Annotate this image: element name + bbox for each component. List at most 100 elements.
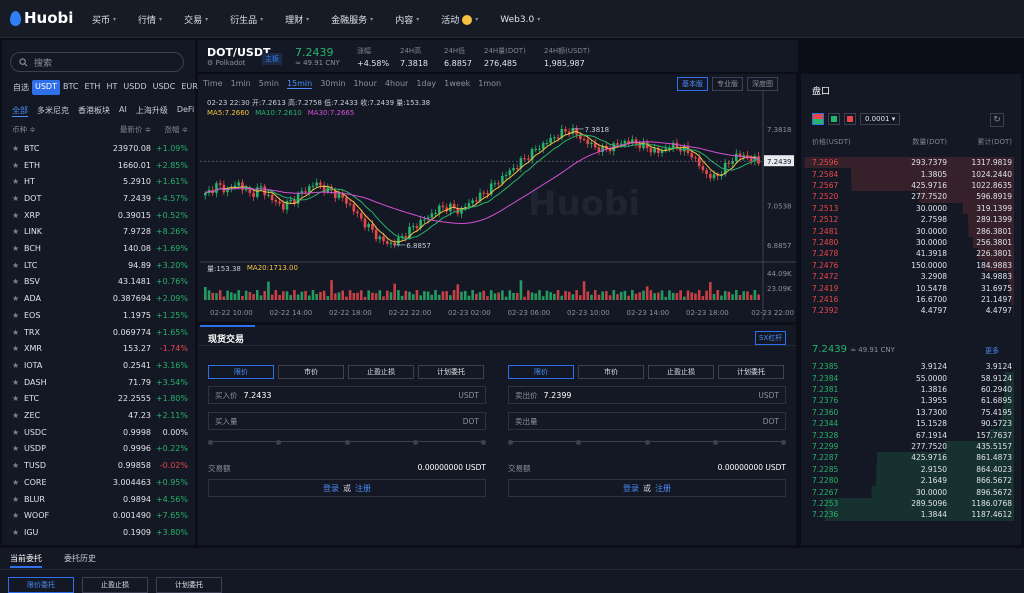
orders-filter-button[interactable]: 计划委托 — [156, 577, 222, 593]
book-row[interactable]: 7.2416 16.6700 21.1497 — [804, 293, 1014, 306]
slider-stop[interactable] — [344, 439, 350, 445]
market-row[interactable]: ★ DASH 71.79 +3.54% — [12, 374, 188, 391]
quote-tab[interactable]: 自选 — [13, 83, 29, 92]
sx-leverage-button[interactable]: SX杠杆 — [755, 331, 787, 345]
slider-stop[interactable] — [412, 439, 418, 445]
logo[interactable]: Huobi — [10, 9, 73, 27]
orders-tab[interactable]: 委托历史 — [64, 554, 96, 563]
register-link[interactable]: 注册 — [655, 483, 671, 493]
slider-stop[interactable] — [208, 439, 213, 445]
star-icon[interactable]: ★ — [12, 344, 20, 354]
slider-stop[interactable] — [481, 439, 486, 445]
market-row[interactable]: ★ BCH 140.08 +1.69% — [12, 240, 188, 257]
book-row[interactable]: 7.2584 1.3805 1024.2440 — [804, 168, 1014, 180]
book-row[interactable]: 7.2480 30.0000 256.3801 — [804, 236, 1014, 249]
interval-tab[interactable]: 1min — [230, 79, 251, 88]
book-row[interactable]: 7.2236 1.3844 1187.4612 — [804, 509, 1014, 521]
book-row[interactable]: 7.2596 293.7379 1317.9819 — [804, 157, 1014, 169]
book-row[interactable]: 7.2285 2.9150 864.4023 — [804, 463, 1014, 475]
market-row[interactable]: ★ ETC 22.2555 +1.80% — [12, 391, 188, 408]
star-icon[interactable]: ★ — [12, 444, 20, 454]
quote-tab[interactable]: HT — [106, 82, 118, 91]
book-row[interactable]: 7.2328 67.1914 157.7637 — [804, 429, 1014, 441]
login-link[interactable]: 登录 — [623, 483, 639, 493]
sell-slider[interactable] — [508, 439, 786, 445]
market-row[interactable]: ★ XRP 0.39015 +0.52% — [12, 207, 188, 224]
sector-tab[interactable]: 全部 — [12, 106, 28, 117]
register-link[interactable]: 注册 — [355, 483, 371, 493]
book-row[interactable]: 7.2299 277.7520 435.5157 — [804, 440, 1014, 453]
nav-item-1[interactable]: 行情 ▾ — [138, 13, 162, 26]
interval-tab[interactable]: 4hour — [384, 79, 409, 88]
nav-item-2[interactable]: 交易 ▾ — [184, 13, 208, 26]
book-row[interactable]: 7.2376 1.3955 61.6895 — [804, 395, 1014, 407]
sector-tab[interactable]: 多米尼克 — [37, 106, 69, 115]
buy-slider[interactable] — [208, 439, 486, 445]
book-row[interactable]: 7.2280 2.1649 866.5672 — [804, 475, 1014, 487]
market-row[interactable]: ★ CORE 3.004463 +0.95% — [12, 474, 188, 491]
order-type-tab[interactable]: 市价 — [278, 365, 344, 379]
buy-price-field[interactable]: 买入价 7.2433 USDT — [208, 386, 486, 404]
nav-item-0[interactable]: 买币 ▾ — [92, 13, 116, 26]
market-row[interactable]: ★ BSV 43.1481 +0.76% — [12, 274, 188, 291]
quote-tab[interactable]: USDT — [32, 80, 60, 95]
book-row[interactable]: 7.2381 1.3816 60.2940 — [804, 383, 1014, 396]
slider-stop[interactable] — [576, 439, 582, 445]
nav-item-7[interactable]: 活动 ▾ — [441, 13, 478, 26]
star-icon[interactable]: ★ — [12, 143, 20, 153]
market-row[interactable]: ★ TUSD 0.99858 -0.02% — [12, 457, 188, 474]
orders-filter-button[interactable]: 限价委托 — [8, 577, 74, 593]
order-type-tab[interactable]: 止盈止损 — [648, 365, 714, 379]
view-button[interactable]: 基本版 — [677, 77, 708, 91]
sector-tab[interactable]: 香港板块 — [78, 106, 110, 115]
order-type-tab[interactable]: 市价 — [578, 365, 644, 379]
star-icon[interactable]: ★ — [12, 411, 20, 421]
slider-stop[interactable] — [712, 439, 718, 445]
star-icon[interactable]: ★ — [12, 511, 20, 521]
market-row[interactable]: ★ BTC 23970.08 +1.09% — [12, 140, 188, 157]
star-icon[interactable]: ★ — [12, 244, 20, 254]
star-icon[interactable]: ★ — [12, 494, 20, 504]
order-type-tab[interactable]: 止盈止损 — [348, 365, 414, 379]
market-row[interactable]: ★ USDC 0.9998 0.00% — [12, 424, 188, 441]
star-icon[interactable]: ★ — [12, 360, 20, 370]
nav-item-3[interactable]: 衍生品 ▾ — [230, 13, 263, 26]
trade-title[interactable]: 现货交易 — [208, 335, 245, 345]
market-row[interactable]: ★ ZEC 47.23 +2.11% — [12, 407, 188, 424]
interval-tab[interactable]: 30min — [320, 79, 346, 88]
market-row[interactable]: ★ XMR 153.27 -1.74% — [12, 340, 188, 357]
book-both-icon[interactable] — [812, 113, 824, 125]
market-row[interactable]: ★ ETH 1660.01 +2.85% — [12, 157, 188, 174]
nav-item-8[interactable]: Web3.0 ▾ — [500, 13, 540, 26]
book-row[interactable]: 7.2287 425.9716 861.4873 — [804, 452, 1014, 464]
market-row[interactable]: ★ LINK 7.9728 +8.26% — [12, 224, 188, 241]
interval-tab[interactable]: 1day — [416, 79, 437, 88]
market-row[interactable]: ★ HT 5.2910 +1.61% — [12, 173, 188, 190]
book-row[interactable]: 7.2513 30.0000 319.1399 — [804, 202, 1014, 214]
market-row[interactable]: ★ BLUR 0.9894 +4.56% — [12, 491, 188, 508]
star-icon[interactable]: ★ — [12, 427, 20, 437]
book-row[interactable]: 7.2512 2.7598 289.1399 — [804, 214, 1014, 226]
slider-stop[interactable] — [508, 439, 513, 445]
book-row[interactable]: 7.2384 55.0000 58.9124 — [804, 372, 1014, 384]
star-icon[interactable]: ★ — [12, 477, 20, 487]
star-icon[interactable]: ★ — [12, 310, 20, 320]
candlestick-chart[interactable]: Huobi 7.3818 7.0538 6.8857 7.2439 7.3818 6.885… — [198, 90, 796, 320]
book-row[interactable]: 7.2360 13.7300 75.4195 — [804, 406, 1014, 418]
sell-price-field[interactable]: 卖出价 7.2399 USDT — [508, 386, 786, 404]
book-row[interactable]: 7.2392 4.4797 4.4797 — [804, 305, 1014, 317]
book-row[interactable]: 7.2481 30.0000 286.3801 — [804, 225, 1014, 237]
market-row[interactable]: ★ WOOF 0.001490 +7.65% — [12, 507, 188, 524]
sector-tab[interactable]: DeFi — [176, 105, 195, 114]
star-icon[interactable]: ★ — [12, 193, 20, 203]
more-link[interactable]: 更多 — [985, 347, 999, 355]
book-row[interactable]: 7.2478 41.3918 226.3801 — [804, 248, 1014, 260]
book-row[interactable]: 7.2419 10.5478 31.6975 — [804, 282, 1014, 294]
market-row[interactable]: ★ IGU 0.1909 +3.80% — [12, 524, 188, 541]
star-icon[interactable]: ★ — [12, 527, 20, 537]
interval-tab[interactable]: 1mon — [478, 79, 502, 88]
market-row[interactable]: ★ IOTA 0.2541 +3.16% — [12, 357, 188, 374]
order-type-tab[interactable]: 计划委托 — [418, 365, 484, 379]
star-icon[interactable]: ★ — [12, 260, 20, 270]
slider-stop[interactable] — [644, 439, 650, 445]
